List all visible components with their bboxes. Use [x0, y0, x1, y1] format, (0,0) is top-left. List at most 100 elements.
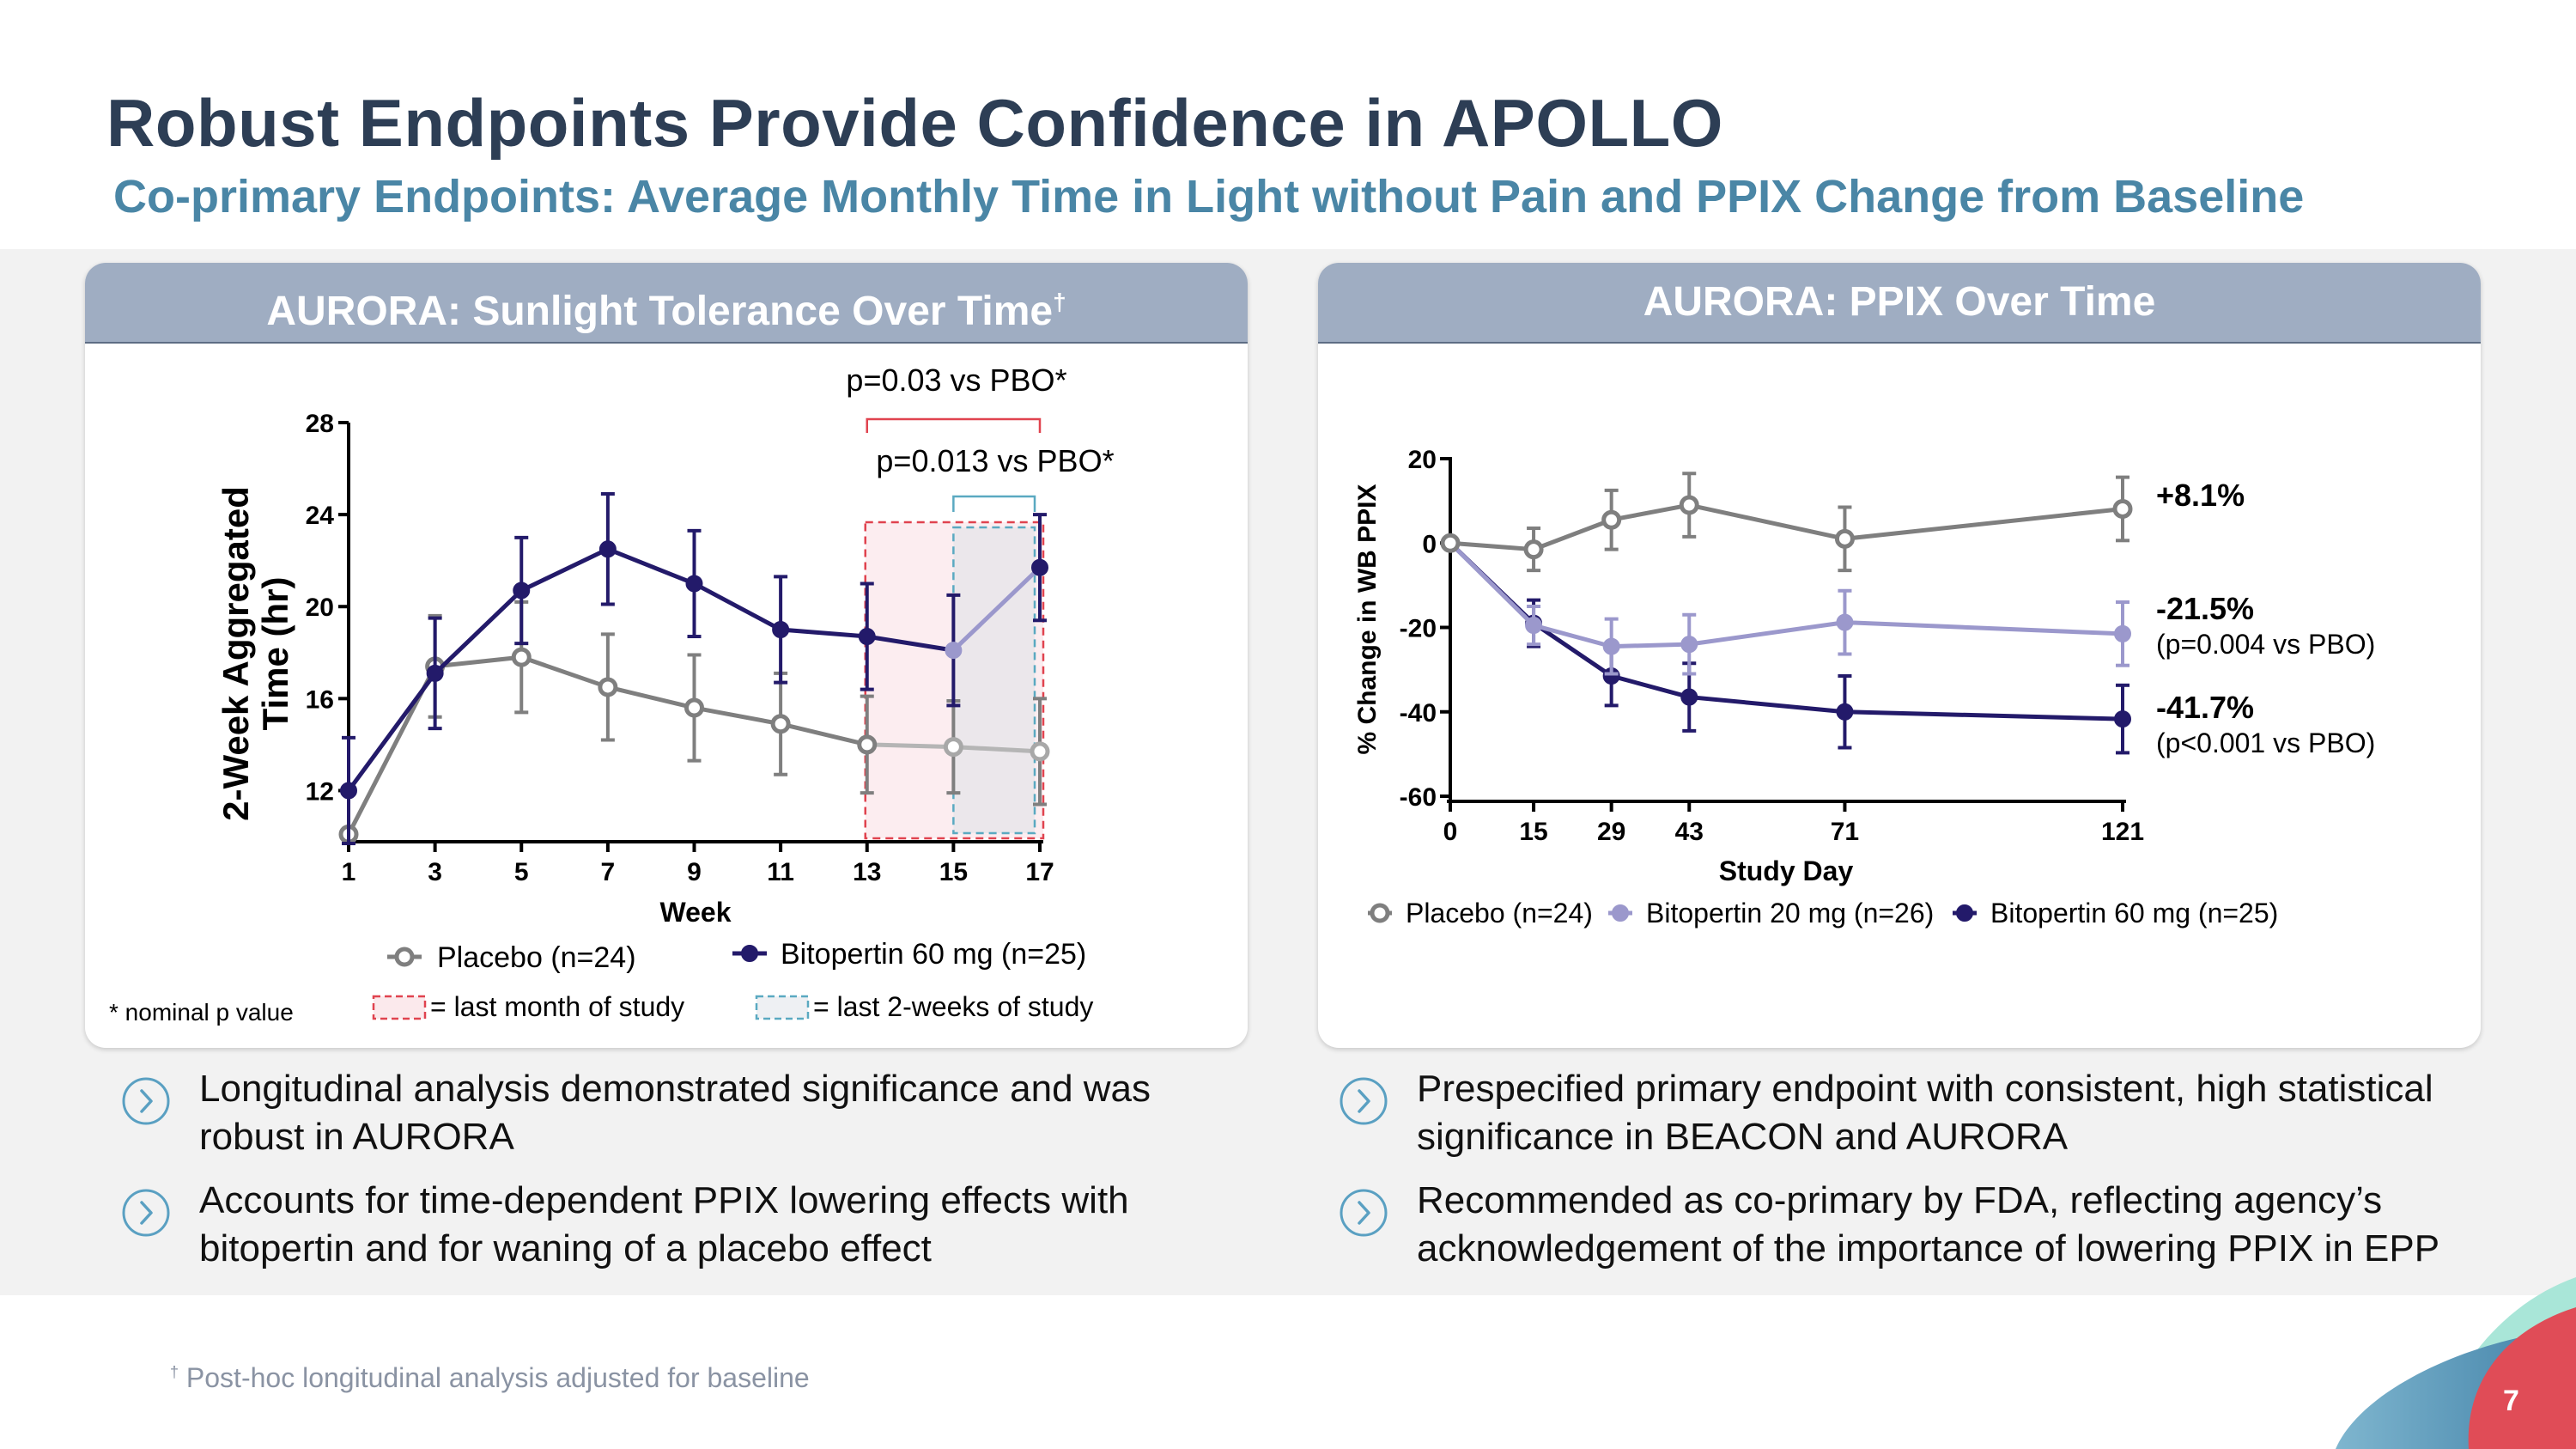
legend-marker-bitopertin60 — [1956, 904, 1973, 922]
p-value-annotation: p=0.013 vs PBO* — [876, 443, 1114, 478]
end-value-label-bitopertin60: -41.7% — [2156, 690, 2254, 725]
end-value-label-bitopertin20: -21.5% — [2156, 591, 2254, 626]
series-line-bitopertin60 — [951, 565, 1042, 652]
series-line-bitopertin60 — [1689, 695, 1845, 715]
data-point-bitopertin60 — [1680, 688, 1698, 706]
series-line-bitopertin60 — [693, 581, 782, 632]
legend-marker-bitopertin60 — [741, 945, 758, 962]
legend-marker-placebo — [394, 947, 415, 967]
left-bullet-1: Longitudinal analysis demonstrated signi… — [122, 1065, 1230, 1161]
nominal-p-note: * nominal p value — [109, 999, 294, 1026]
y-tick-label: 24 — [306, 502, 335, 530]
x-tick-label: 7 — [601, 858, 616, 886]
data-point-bitopertin60 — [772, 621, 790, 638]
left-bullet-1-text: Longitudinal analysis demonstrated signi… — [199, 1068, 1151, 1158]
right-bullet-1: Prespecified primary endpoint with consi… — [1340, 1065, 2567, 1161]
series-line-placebo — [607, 685, 696, 710]
y-tick-label: 20 — [1408, 446, 1437, 474]
data-point-placebo — [1601, 509, 1622, 530]
footnote-marker: † — [170, 1363, 179, 1381]
data-point-placebo — [598, 677, 618, 697]
series-line-placebo — [434, 654, 522, 669]
series-line-placebo — [694, 705, 781, 727]
ppix-panel: AURORA: PPIX Over Time -60 -40 -20 0 20 0 15 29… — [1318, 263, 2481, 1048]
chevron-right-icon — [1340, 1077, 1388, 1125]
x-tick-label: 15 — [939, 858, 968, 886]
chevron-right-icon — [122, 1189, 170, 1237]
left-bullet-2: Accounts for time-dependent PPIX lowerin… — [122, 1177, 1230, 1273]
dagger-marker: † — [1053, 289, 1066, 315]
series-line-bitopertin60 — [1532, 621, 1613, 679]
data-point-placebo — [943, 737, 963, 758]
corner-decoration — [2336, 1277, 2576, 1449]
data-point-placebo — [2112, 498, 2133, 519]
ppix-panel-header: AURORA: PPIX Over Time — [1318, 263, 2481, 344]
series-line-placebo — [520, 654, 609, 690]
data-point-bitopertin20 — [1836, 613, 1854, 631]
legend-marker-placebo — [1370, 903, 1390, 923]
x-tick-label: 5 — [514, 858, 529, 886]
x-tick-label: 121 — [2101, 818, 2144, 846]
x-tick-label: 13 — [853, 858, 881, 886]
legend-label-bitopertin20: Bitopertin 20 mg (n=26) — [1646, 898, 1934, 928]
data-point-bitopertin60 — [945, 642, 963, 660]
series-line-bitopertin20 — [1611, 642, 1690, 649]
data-point-bitopertin60 — [858, 628, 876, 646]
data-point-placebo — [511, 647, 532, 667]
chevron-right-icon — [122, 1077, 170, 1125]
series-line-placebo — [866, 742, 954, 750]
series-line-bitopertin60 — [346, 672, 437, 792]
data-point-placebo — [857, 734, 878, 755]
y-tick-label: -60 — [1400, 783, 1437, 812]
series-line-bitopertin20 — [1449, 541, 1535, 627]
series-line-placebo — [1533, 517, 1613, 551]
series-line-bitopertin60 — [433, 588, 523, 675]
data-point-bitopertin20 — [1602, 637, 1620, 655]
right-bullet-1-text: Prespecified primary endpoint with consi… — [1417, 1068, 2433, 1158]
legend-box-last-month — [372, 995, 427, 1020]
legend-label-bitopertin60: Bitopertin 60 mg (n=25) — [1990, 898, 2278, 928]
x-tick-label: 3 — [428, 858, 442, 886]
data-point-placebo — [1030, 741, 1050, 762]
x-tick-label: 9 — [687, 858, 702, 886]
x-tick-label: 43 — [1675, 818, 1704, 846]
y-axis-label: 2-Week AggregatedTime (hr) — [216, 486, 295, 821]
data-point-bitopertin60 — [513, 581, 531, 600]
series-line-bitopertin60 — [1611, 673, 1690, 699]
x-axis-label: Week — [659, 897, 731, 928]
legend-box-last-2weeks — [755, 995, 810, 1020]
left-bullet-2-text: Accounts for time-dependent PPIX lowerin… — [199, 1179, 1129, 1269]
y-tick-label: 28 — [306, 410, 334, 438]
data-point-placebo — [684, 697, 704, 718]
series-line-bitopertin60 — [520, 547, 609, 593]
x-tick-label: 71 — [1831, 818, 1859, 846]
data-point-bitopertin60 — [1031, 558, 1048, 576]
x-tick-label: 15 — [1519, 818, 1547, 846]
series-line-bitopertin60 — [866, 634, 954, 653]
end-pvalue-label-bitopertin20: (p=0.004 vs PBO) — [2156, 629, 2375, 660]
p-value-annotation: p=0.03 vs PBO* — [846, 362, 1066, 398]
p-value-bracket-red — [866, 417, 1042, 433]
data-point-placebo — [1440, 533, 1461, 553]
data-point-bitopertin60 — [2114, 710, 2131, 728]
x-tick-label: 17 — [1025, 858, 1054, 886]
p-value-bracket-teal — [952, 495, 1036, 512]
data-point-bitopertin60 — [426, 664, 444, 682]
y-tick-label: -20 — [1400, 615, 1437, 643]
series-line-placebo — [780, 721, 868, 747]
page-number: 7 — [2503, 1385, 2519, 1417]
y-tick-label: 16 — [306, 685, 334, 714]
y-axis-label: % Change in WB PPIX — [1353, 484, 1382, 754]
y-tick-label: 20 — [306, 594, 334, 622]
x-tick-label: 11 — [767, 858, 794, 886]
footnote-text: Post-hoc longitudinal analysis adjusted … — [185, 1362, 810, 1393]
data-point-placebo — [770, 714, 791, 734]
legend-label-last-month: = last month of study — [430, 991, 684, 1022]
x-axis-label: Study Day — [1719, 855, 1854, 886]
series-line-bitopertin60 — [606, 546, 696, 586]
legend-label-last-2weeks: = last 2-weeks of study — [813, 991, 1093, 1022]
y-axis-label-line: Time (hr) — [255, 577, 295, 731]
series-line-placebo — [1844, 506, 2123, 541]
data-point-bitopertin20 — [2114, 624, 2131, 642]
